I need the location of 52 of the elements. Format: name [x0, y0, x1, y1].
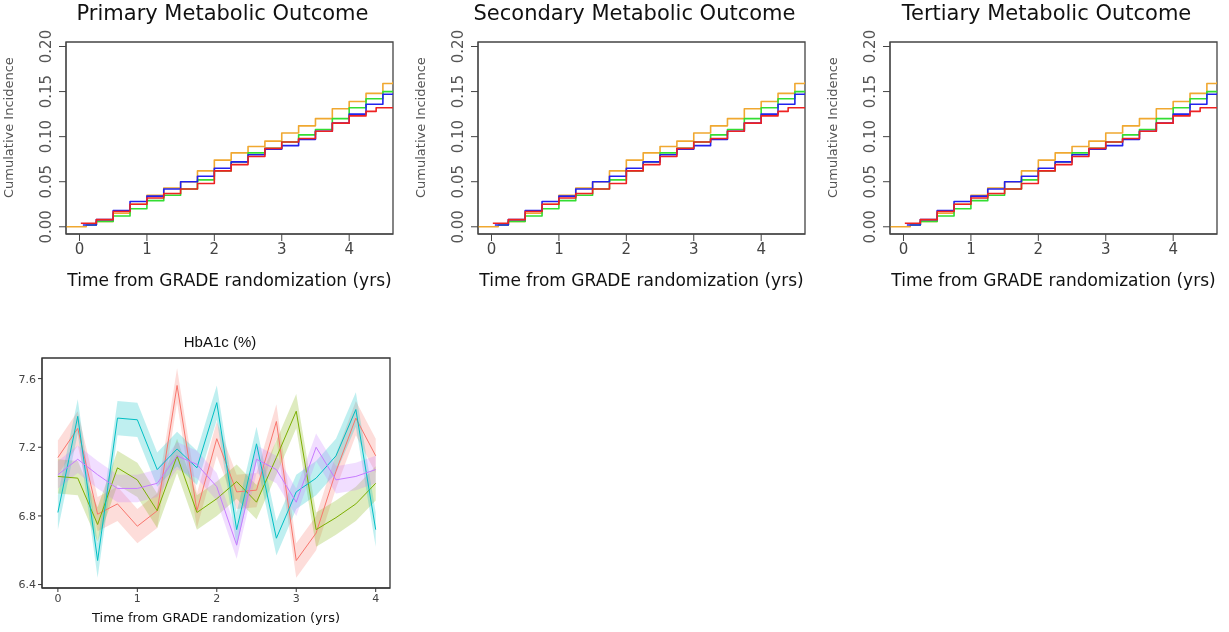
y-tick-label: 7.2: [18, 441, 36, 455]
x-tick-label: 1: [142, 239, 152, 258]
y-tick-label: 0.00: [449, 210, 467, 244]
x-tick-label: 3: [276, 239, 287, 258]
x-tick-label: 1: [966, 239, 976, 258]
y-tick-label: 6.8: [18, 509, 36, 523]
y-axis-title: Cumulative Incidence: [412, 57, 428, 198]
x-tick-label: 0: [898, 239, 909, 258]
x-tick-label: 4: [372, 591, 380, 605]
x-tick-label: 1: [554, 239, 564, 258]
chart-title: Secondary Metabolic Outcome: [472, 0, 797, 26]
y-tick-label: 0.20: [37, 29, 55, 64]
x-axis-title: Time from GRADE randomization (yrs): [890, 270, 1216, 290]
y-tick-label: 0.10: [861, 119, 879, 154]
x-tick-label: 2: [209, 239, 220, 258]
x-tick-label: 0: [54, 591, 62, 605]
y-axis-title: Cumulative Incidence: [0, 57, 16, 198]
y-tick-label: 0.05: [861, 165, 879, 199]
y-tick-label: 7.6: [18, 372, 36, 386]
y-axis-title: Cumulative Incidence: [824, 57, 840, 198]
x-tick-label: 2: [213, 591, 221, 605]
y-tick-label: 0.10: [37, 119, 55, 154]
y-tick-label: 0.20: [861, 29, 879, 64]
y-tick-label: 0.05: [37, 165, 55, 199]
x-tick-label: 2: [621, 239, 632, 258]
y-tick-label: 6.4: [18, 578, 36, 592]
x-axis-title: Time from GRADE randomization (yrs): [478, 270, 804, 290]
y-tick-label: 0.00: [37, 210, 55, 244]
x-axis-title: Time from GRADE randomization (yrs): [91, 610, 340, 625]
x-tick-label: 4: [344, 239, 354, 258]
chart-title: HbA1c (%): [182, 332, 258, 352]
x-tick-label: 1: [133, 591, 141, 605]
x-axis-title: Time from GRADE randomization (yrs): [66, 270, 392, 290]
x-tick-label: 2: [1033, 239, 1044, 258]
y-tick-label: 0.05: [449, 165, 467, 199]
chart-title: Tertiary Metabolic Outcome: [900, 0, 1193, 26]
line-series: [57, 446, 377, 546]
chart-title: Primary Metabolic Outcome: [75, 0, 370, 26]
x-tick-label: 3: [688, 239, 699, 258]
y-tick-label: 0.10: [449, 119, 467, 154]
x-tick-label: 3: [292, 591, 300, 605]
x-tick-label: 4: [1168, 239, 1178, 258]
x-tick-label: 0: [74, 239, 85, 258]
y-tick-label: 0.20: [449, 29, 467, 64]
y-tick-label: 0.15: [37, 74, 55, 109]
x-tick-label: 0: [486, 239, 497, 258]
x-tick-label: 4: [756, 239, 766, 258]
x-tick-label: 3: [1100, 239, 1111, 258]
y-tick-label: 0.00: [861, 210, 879, 244]
y-tick-label: 0.15: [449, 74, 467, 109]
line-series: [57, 410, 377, 531]
y-tick-label: 0.15: [861, 74, 879, 109]
